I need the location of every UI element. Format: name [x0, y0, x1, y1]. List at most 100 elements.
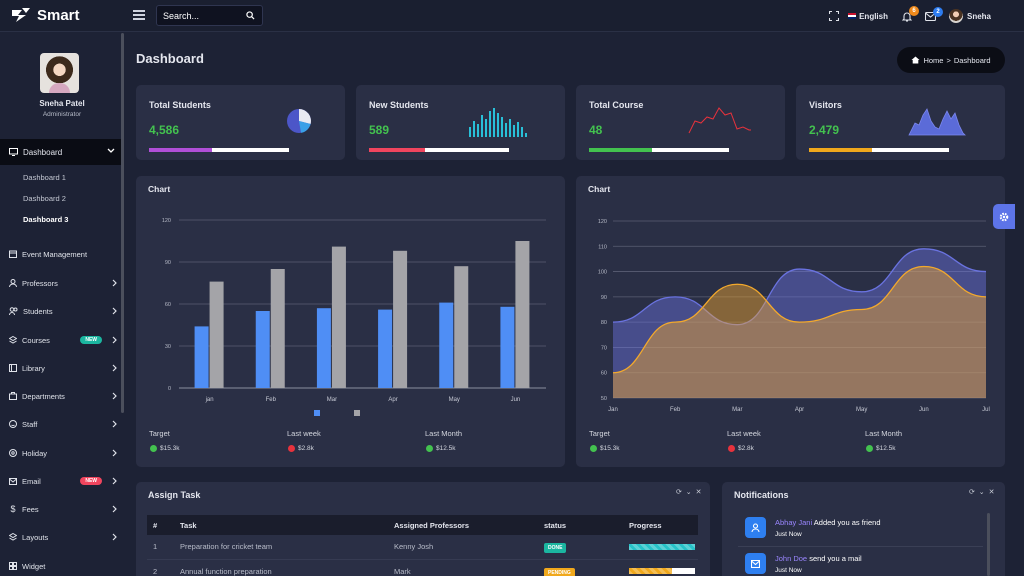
notifications-scrollbar[interactable] — [987, 513, 990, 576]
chevron-right-icon — [112, 364, 117, 372]
summary-label: Last Month — [425, 429, 463, 438]
notification-time: Just Now — [775, 567, 802, 574]
card-controls[interactable]: ⟳ ⌄ ✕ — [969, 489, 996, 496]
logo-icon — [12, 8, 30, 22]
notifications-button[interactable]: 6 — [901, 5, 919, 22]
y-tick-label: 30 — [165, 344, 171, 350]
bar-chart: 0 30 60 90 120 jan Feb Mar Apr May Jun — [162, 218, 546, 416]
y-tick-label: 80 — [601, 320, 607, 326]
sidebar-item-label: Email — [22, 476, 41, 486]
sidebar-item-label: Holiday — [22, 448, 48, 458]
row-progress-cell — [623, 535, 698, 560]
sidebar-sub-dashboard-2[interactable]: Dashboard 2 — [23, 194, 66, 203]
x-tick-label: jan — [205, 397, 214, 403]
x-tick-label: Feb — [266, 397, 277, 403]
y-tick-label: 70 — [601, 345, 607, 351]
sidebar-item-event-management[interactable]: Event Management — [9, 246, 117, 262]
x-tick-label: Feb — [670, 407, 681, 413]
monitor-icon — [9, 148, 18, 156]
sidebar-item-holiday[interactable]: Holiday — [9, 445, 117, 461]
stat-progress-fill — [369, 148, 425, 152]
summary-value-text: $12.5k — [876, 445, 896, 452]
table-row[interactable]: 1 Preparation for cricket team Kenny Jos… — [147, 535, 698, 560]
sidebar-item-dashboard[interactable]: Dashboard — [0, 139, 124, 165]
brand[interactable]: Smart — [10, 6, 80, 24]
user-icon — [745, 517, 766, 538]
user-menu[interactable]: Sneha — [948, 9, 991, 23]
search-input[interactable] — [157, 6, 245, 25]
language-selector[interactable]: English — [848, 12, 888, 21]
sidebar-item-label: Widget — [22, 561, 46, 571]
stat-progress-fill — [809, 148, 872, 152]
settings-gear-button[interactable] — [993, 204, 1015, 229]
sidebar-sub-dashboard-1[interactable]: Dashboard 1 — [23, 173, 66, 182]
list-item[interactable]: John Doe send you a mail Just Now — [738, 549, 983, 576]
row-task: Preparation for cricket team — [174, 535, 388, 560]
bell-icon — [901, 12, 912, 22]
sidebar-item-widget[interactable]: Widget — [9, 558, 117, 574]
fullscreen-icon[interactable] — [829, 11, 840, 21]
language-label: English — [859, 11, 888, 21]
sidebar-sub-dashboard-3[interactable]: Dashboard 3 — [23, 215, 69, 224]
search-icon[interactable] — [246, 11, 255, 20]
stat-label: Visitors — [809, 100, 842, 110]
series-area — [613, 266, 986, 398]
bar — [209, 281, 224, 388]
bar — [255, 311, 270, 388]
legend-swatch — [354, 410, 360, 416]
table-row[interactable]: 2 Annual function preparation Mark PENDI… — [147, 559, 698, 576]
search-box — [156, 5, 263, 26]
sidebar-item-departments[interactable]: Departments — [9, 388, 117, 404]
sidebar-scrollbar[interactable] — [121, 33, 124, 413]
sidebar-item-staff[interactable]: Staff — [9, 416, 117, 432]
sidebar-item-fees[interactable]: $ Fees — [9, 501, 117, 517]
y-tick-label: 50 — [601, 396, 607, 402]
status-badge: PENDING — [544, 567, 575, 576]
y-tick-label: 110 — [598, 244, 607, 250]
row-status-cell: DONE — [538, 535, 623, 560]
home-icon — [911, 56, 920, 64]
assign-task-title: Assign Task — [148, 490, 201, 500]
col-status: status — [538, 515, 623, 535]
task-progress-fill — [629, 543, 695, 550]
task-table: # Task Assigned Professors status Progre… — [147, 515, 698, 576]
x-tick-label: Jan — [608, 407, 618, 413]
sidebar-item-layouts[interactable]: Layouts — [9, 529, 117, 545]
card-controls[interactable]: ⟳ ⌄ ✕ — [676, 489, 703, 496]
new-badge: NEW — [80, 477, 102, 485]
summary-value: $2.8k — [728, 445, 754, 452]
mail-button[interactable]: 2 — [924, 6, 943, 21]
sidebar-item-label: Event Management — [22, 249, 88, 259]
notifications-card — [722, 482, 1005, 576]
sidebar-item-courses[interactable]: Courses NEW — [9, 332, 117, 348]
chevron-right-icon — [112, 505, 117, 513]
sidebar-item-email[interactable]: Email NEW — [9, 473, 117, 489]
notification-message: Added you as friend — [812, 518, 881, 527]
breadcrumb-separator: > — [946, 55, 951, 65]
chart-title: Chart — [588, 184, 611, 194]
summary-value: $12.5k — [426, 445, 456, 452]
smile-icon — [9, 420, 17, 428]
page-title: Dashboard — [136, 51, 204, 66]
chevron-right-icon — [112, 533, 117, 541]
breadcrumb-home[interactable]: Home — [923, 55, 944, 65]
series-area — [613, 248, 986, 398]
menu-toggle-icon[interactable] — [133, 10, 145, 20]
users-icon — [9, 307, 18, 315]
sidebar-item-library[interactable]: Library — [9, 360, 117, 376]
summary-label: Target — [149, 429, 170, 438]
arrow-down-icon — [288, 445, 295, 452]
arrow-up-icon — [866, 445, 873, 452]
sidebar-item-professors[interactable]: Professors — [9, 275, 117, 291]
chevron-right-icon — [112, 477, 117, 485]
list-item[interactable]: Abhay Jani Added you as friend Just Now — [738, 513, 983, 547]
profile-role: Administrator — [42, 111, 82, 118]
col-progress: Progress — [623, 515, 698, 535]
col-task: Task — [174, 515, 388, 535]
x-tick-label: Mar — [732, 407, 742, 413]
top-right-tools: English 6 2 Sneha — [829, 0, 991, 32]
sidebar-item-label: Dashboard — [23, 147, 63, 157]
sidebar-item-students[interactable]: Students — [9, 303, 117, 319]
notification-sender: Abhay Jani — [775, 518, 813, 527]
row-progress-cell — [623, 559, 698, 576]
